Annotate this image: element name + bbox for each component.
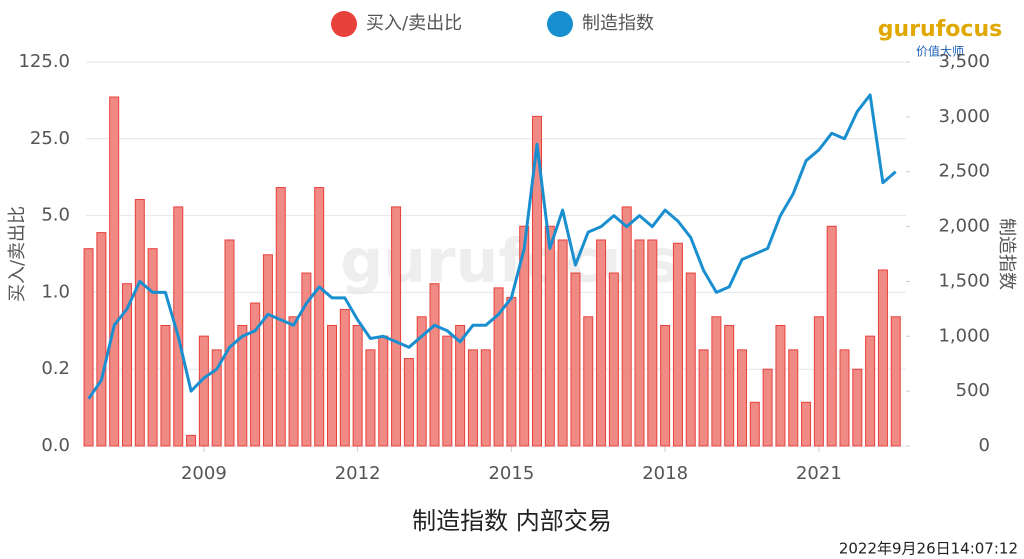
y-tick-label: 5.0 [41,205,70,226]
bar [109,96,120,447]
bar [672,242,683,447]
bar [339,308,350,447]
bar [250,302,261,447]
y2-tick-label: 500 [956,380,990,401]
bar [262,254,273,447]
bar [416,316,427,447]
x-tick-label: 2009 [181,463,227,484]
legend-label[interactable]: 制造指数 [582,13,654,34]
bar [327,324,337,447]
x-tick-label: 2021 [796,463,842,484]
bar [570,272,581,447]
bar [865,335,876,447]
bar [442,335,453,447]
legend-label[interactable]: 买入/卖出比 [366,13,462,34]
bar [711,316,722,447]
bar [762,368,773,447]
bar [532,115,542,447]
bar [378,335,389,447]
bar [685,272,696,447]
bar [493,287,504,447]
bar [403,358,414,447]
timestamp: 2022年9月26日14:07:12 [839,540,1018,558]
x-tick-label: 2018 [642,463,688,484]
bar [122,283,132,447]
bar [519,225,530,447]
y-tick-label: 1.0 [41,281,70,302]
bar [544,225,555,447]
bar [647,239,658,447]
bar [237,324,248,447]
bar [788,349,799,447]
bar [96,232,107,447]
logo: gurufocus [878,17,1002,42]
bar [506,296,517,447]
bar [621,206,632,447]
y2-tick-label: 3,500 [938,51,990,72]
chart-title: 制造指数 内部交易 [412,507,612,535]
bar [698,349,709,447]
bar [147,248,158,447]
bar [852,368,863,447]
bar [596,239,607,447]
y2-tick-label: 1,000 [938,325,990,346]
y-tick-label: 0.2 [41,358,70,379]
bar [826,225,837,447]
bar [429,283,440,447]
logo-sub: 价值大师 [916,44,964,59]
bar [391,206,402,447]
bar [583,316,594,447]
x-tick-label: 2012 [335,463,381,484]
bar [557,239,568,447]
legend-swatch [547,11,573,37]
bar [749,401,760,447]
bar [775,324,786,447]
bar [480,349,491,447]
y-tick-label: 0.0 [41,435,70,456]
bar [352,324,363,447]
bar [173,206,184,447]
bar [198,335,209,447]
bar [801,401,812,447]
bar [890,316,901,447]
bar [288,316,299,447]
y-axis-title: 买入/卖出比 [7,206,28,302]
y2-tick-label: 1,500 [938,270,990,291]
bar [467,349,478,447]
bar [211,349,222,447]
bar [83,248,94,447]
bar [301,272,312,447]
y-tick-label: 25.0 [30,128,70,149]
y2-axis-title: 制造指数 [996,218,1017,290]
bar [275,187,286,447]
y-tick-label: 125.0 [18,51,70,72]
bar [314,187,325,447]
bar [724,324,735,447]
y2-tick-label: 2,000 [938,216,990,237]
bar [134,199,145,447]
bar [608,272,619,447]
bar [634,239,645,447]
bar [160,324,171,447]
bar [365,349,376,447]
x-tick-label: 2015 [488,463,534,484]
bar [877,269,888,447]
y2-tick-label: 3,000 [938,106,990,127]
bar [455,324,466,447]
bar [660,324,671,447]
bar [186,434,197,447]
legend-swatch [331,11,357,37]
bar [813,316,824,447]
bar [839,349,850,447]
y2-tick-label: 0 [979,435,990,456]
y2-tick-label: 2,500 [938,161,990,182]
line [87,93,897,400]
bar [737,349,747,447]
